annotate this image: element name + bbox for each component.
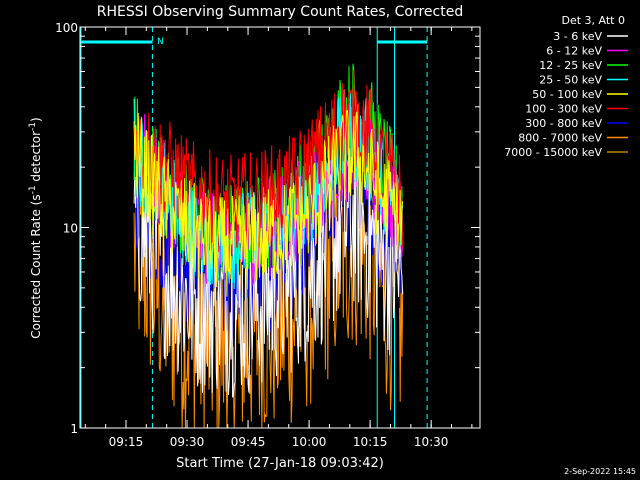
x-tick-label-1: 09:15 xyxy=(109,435,144,449)
chart-title: RHESSI Observing Summary Count Rates, Co… xyxy=(97,4,463,20)
y-label-end: ) xyxy=(29,117,43,122)
x-tick-label-4: 10:00 xyxy=(292,435,327,449)
y-tick-label-2: 10 xyxy=(63,222,78,236)
x-tick-label-5: 10:15 xyxy=(353,435,388,449)
legend-label-8: 800 - 7000 keV xyxy=(518,132,602,145)
x-tick-label-6: 10:30 xyxy=(414,435,449,449)
series-group xyxy=(133,63,404,429)
legend-label-3: 12 - 25 keV xyxy=(539,59,602,72)
legend-label-7: 300 - 800 keV xyxy=(525,117,602,130)
y-tick-label-3: 100 xyxy=(55,21,78,35)
x-tick-label-2: 09:30 xyxy=(170,435,205,449)
x-tick-label-3: 09:45 xyxy=(231,435,266,449)
legend-label-1: 3 - 6 keV xyxy=(553,30,602,43)
x-axis-label: Start Time (27-Jan-18 09:03:42) xyxy=(176,456,384,471)
legend-label-4: 25 - 50 keV xyxy=(539,74,602,87)
y-axis-label: Corrected Count Rate (s-1 detector-1) xyxy=(28,117,43,338)
timestamp: 2-Sep-2022 15:45 xyxy=(564,467,636,476)
y-label-sup-1: -1 xyxy=(28,185,38,194)
y-label-sup-2: -1 xyxy=(28,122,38,131)
legend-label-6: 100 - 300 keV xyxy=(525,103,602,116)
series-line-5 xyxy=(133,109,404,297)
legend-header: Det 3, Att 0 xyxy=(562,14,626,27)
flag-label: N xyxy=(157,37,164,47)
axes: 09:15 09:30 09:45 10:00 10:15 10:30 1 10 100 xyxy=(55,21,480,449)
legend-label-5: 50 - 100 keV xyxy=(532,88,602,101)
legend-label-9: 7000 - 15000 keV xyxy=(504,146,602,159)
y-label-main: Corrected Count Rate (s xyxy=(29,194,43,338)
y-tick-label-1: 1 xyxy=(70,422,78,436)
legend-label-2: 6 - 12 keV xyxy=(546,45,602,58)
y-label-mid: detector xyxy=(29,131,43,186)
